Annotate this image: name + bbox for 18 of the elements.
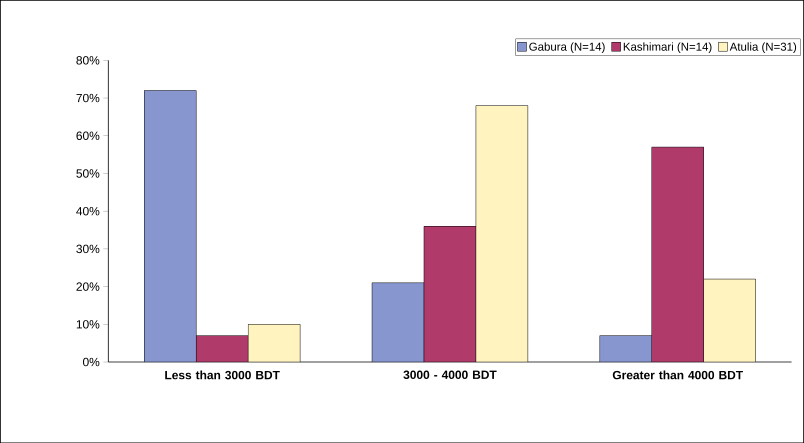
bar — [652, 146, 704, 362]
y-tick-label: 50% — [76, 169, 100, 178]
y-tick-label: 40% — [76, 206, 100, 216]
y-tick-label: 60% — [76, 131, 100, 140]
y-tick-label: 0% — [82, 358, 100, 366]
bar — [196, 335, 248, 362]
y-tick-label: 80% — [76, 56, 100, 64]
legend-label: Atulia (N=31) — [730, 42, 796, 53]
x-tick-label: Greater than 4000 BDT — [612, 370, 743, 380]
x-tick-label: 3000 - 4000 BDT — [403, 370, 497, 379]
legend-label: Gabura (N=14) — [529, 42, 605, 53]
x-tick-label: Less than 3000 BDT — [165, 370, 280, 380]
bar — [424, 226, 476, 362]
y-tick-label: 10% — [76, 320, 100, 328]
y-tick-label: 70% — [76, 94, 100, 102]
y-tick-label: 20% — [76, 282, 100, 291]
y-tick-label: 30% — [76, 244, 100, 253]
legend-label: Kashimari (N=14) — [624, 42, 712, 53]
